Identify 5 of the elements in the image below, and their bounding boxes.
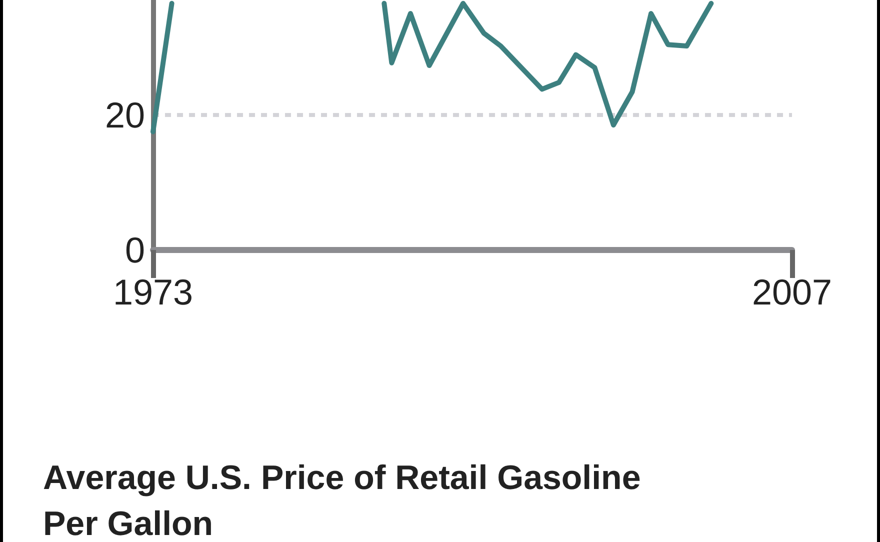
y-tick-label: 0 (124, 230, 145, 270)
x-tick-label: 1973 (112, 272, 194, 312)
x-tick-label: 2007 (752, 272, 832, 312)
text: Average U.S. Price of Retail Gasoline Per Gallon (43, 459, 650, 542)
y-tick-label: 20 (104, 94, 145, 136)
